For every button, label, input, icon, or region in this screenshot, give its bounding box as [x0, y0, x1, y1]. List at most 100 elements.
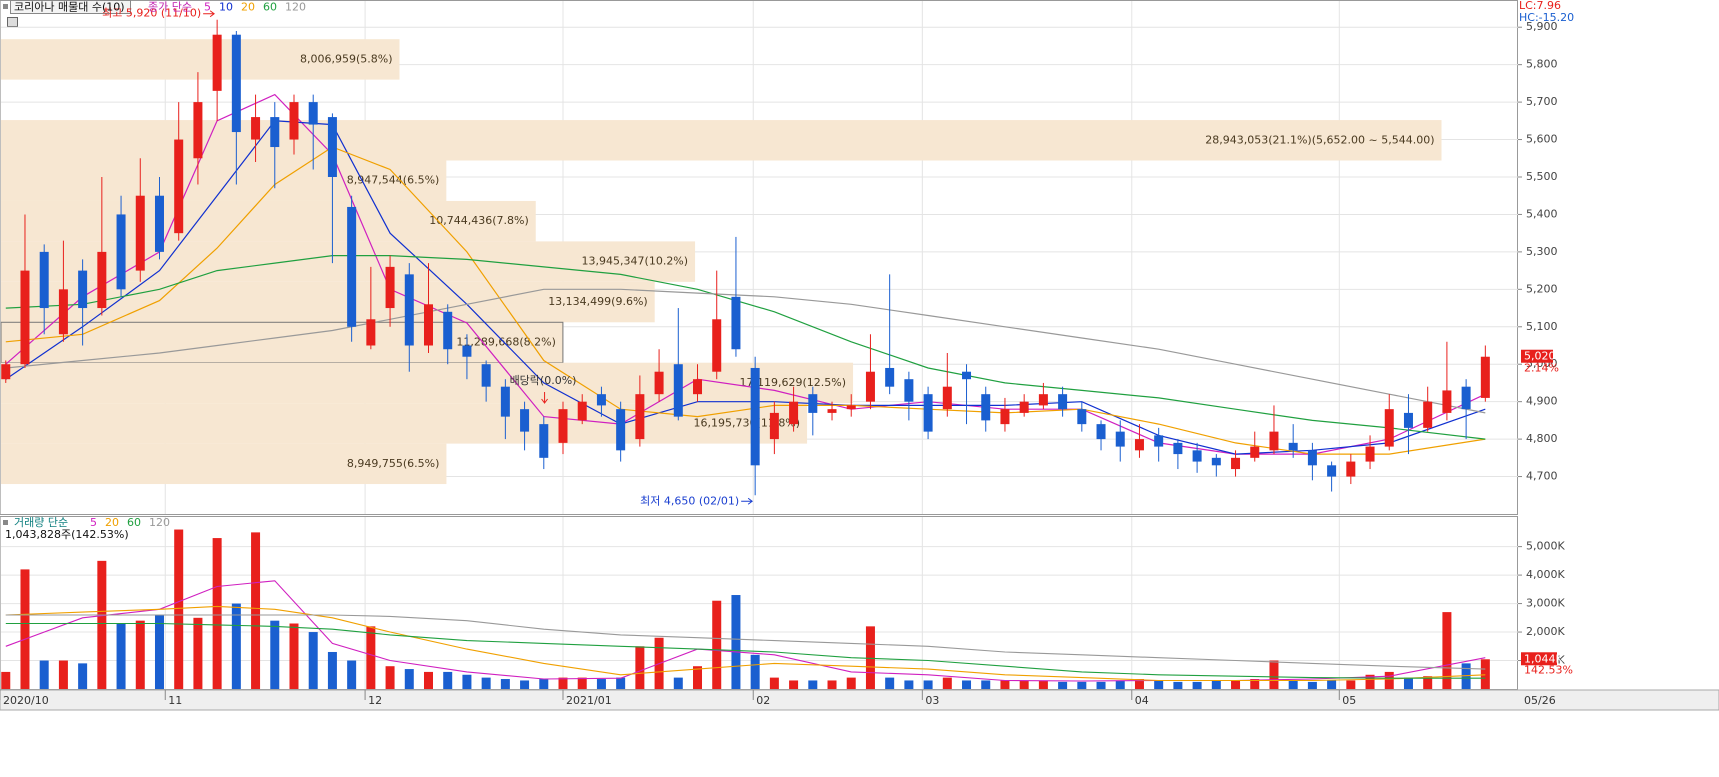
candle-body	[846, 405, 856, 410]
candle-body	[923, 394, 933, 432]
last-volume-label: 1,044K	[1524, 652, 1563, 665]
profile-band	[1, 200, 536, 242]
candle-body	[462, 345, 472, 357]
candle-body	[1403, 412, 1413, 428]
last-volume-box	[1521, 652, 1557, 666]
profile-label: 13,134,499(9.6%)	[548, 295, 648, 308]
profile-label: 11,289,668(8.2%)	[456, 336, 556, 349]
volume-bar	[251, 532, 261, 689]
volume-bar	[1288, 680, 1298, 689]
candle-body	[385, 266, 395, 309]
volume-bar	[1096, 681, 1106, 689]
volume-bar	[39, 660, 49, 689]
profile-label: 8,949,755(6.5%)	[347, 457, 440, 470]
legend-entry: 60	[263, 1, 277, 14]
volume-ma-line	[5, 614, 1486, 670]
candle-body	[174, 139, 184, 234]
x-tick-label: 05	[1342, 694, 1356, 707]
grid-icon[interactable]	[7, 17, 18, 27]
last-volume-change: 142.53%	[1524, 663, 1573, 676]
candle-body	[1480, 356, 1490, 398]
candle-body	[347, 206, 357, 327]
volume-bar	[1442, 612, 1452, 689]
y-tick-label: 5,000K	[1526, 540, 1565, 553]
candle-body	[1019, 401, 1029, 413]
candle-body	[654, 371, 664, 395]
candle-body	[558, 409, 568, 443]
profile-label: 8,006,959(5.8%)	[300, 52, 393, 65]
volume-bar	[1250, 679, 1260, 689]
volume-bar	[231, 603, 241, 689]
candle-body	[673, 364, 683, 417]
candle-body	[1115, 431, 1125, 447]
legend-title: 코리아나 매물대 수(10)	[14, 1, 125, 14]
y-tick-label: 2,000K	[1526, 625, 1565, 638]
candle-body	[808, 394, 818, 413]
candle-body	[481, 364, 491, 387]
volume-bar	[673, 677, 683, 689]
event-arrow	[541, 392, 548, 404]
legend-entry: 5	[90, 516, 97, 529]
candle-body	[1211, 457, 1221, 466]
candle-body	[270, 117, 280, 148]
candle-body	[20, 270, 30, 365]
candle-body	[1038, 394, 1048, 406]
profile-label: 17,119,629(12.5%)	[740, 376, 847, 389]
volume-bar	[1307, 681, 1317, 689]
legend-icon	[3, 4, 8, 9]
volume-bar	[193, 617, 203, 689]
y-tick-label: 5,100	[1526, 320, 1558, 333]
volume-bar	[308, 632, 318, 689]
x-tick-label: 11	[168, 694, 182, 707]
candle-body	[520, 409, 530, 432]
annotation-arrow	[741, 497, 753, 505]
volume-bar	[616, 677, 626, 689]
candle-body	[827, 409, 837, 413]
annotation-arrow	[203, 10, 215, 18]
volume-bar	[270, 620, 280, 689]
profile-label: 28,943,053(21.1%)(5,652.00 ~ 5,544.00)	[1205, 133, 1434, 146]
candle-body	[1154, 435, 1164, 447]
candle-body	[962, 371, 972, 380]
candle-body	[443, 311, 453, 350]
candle-body	[1, 364, 11, 380]
ma-line	[5, 146, 1486, 455]
legend-ma-title: 종가 단순	[148, 1, 192, 14]
volume-bar	[1115, 680, 1125, 689]
volume-bar	[1, 671, 11, 689]
candle-body	[251, 117, 261, 140]
candle-body	[1384, 409, 1394, 447]
candle-body	[865, 371, 875, 402]
profile-label: 8,947,544(6.5%)	[347, 174, 440, 187]
volume-bar	[58, 660, 68, 689]
volume-bar	[577, 677, 587, 689]
volume-bar	[116, 623, 126, 689]
volume-bar	[962, 680, 972, 689]
last-price-box	[1521, 349, 1553, 363]
x-tick-label: 04	[1135, 694, 1149, 707]
volume-bar	[97, 560, 107, 689]
volume-bar	[212, 538, 222, 689]
last-date: 05/26	[1524, 694, 1556, 707]
volume-ma-line	[5, 605, 1486, 682]
candle-body	[366, 319, 376, 346]
volume-bar	[462, 674, 472, 689]
corner-label: HC:-15.20	[1519, 11, 1574, 24]
volume-bar	[78, 663, 88, 689]
candle-body	[577, 401, 587, 421]
volume-bar	[942, 677, 952, 689]
volume-bar	[1211, 680, 1221, 689]
volume-bar	[1423, 676, 1433, 689]
candle-body	[154, 195, 164, 252]
y-tick-label: 3,000K	[1526, 597, 1565, 610]
candle-body	[731, 296, 741, 350]
profile-band	[1, 39, 400, 80]
candle-body	[1250, 446, 1260, 458]
candle-body	[289, 102, 299, 140]
candle-body	[885, 367, 895, 387]
volume-bar	[1327, 680, 1337, 689]
volume-bar	[154, 614, 164, 689]
volume-info: 1,043,828주(142.53%)	[5, 528, 129, 541]
candle-body	[116, 214, 126, 290]
